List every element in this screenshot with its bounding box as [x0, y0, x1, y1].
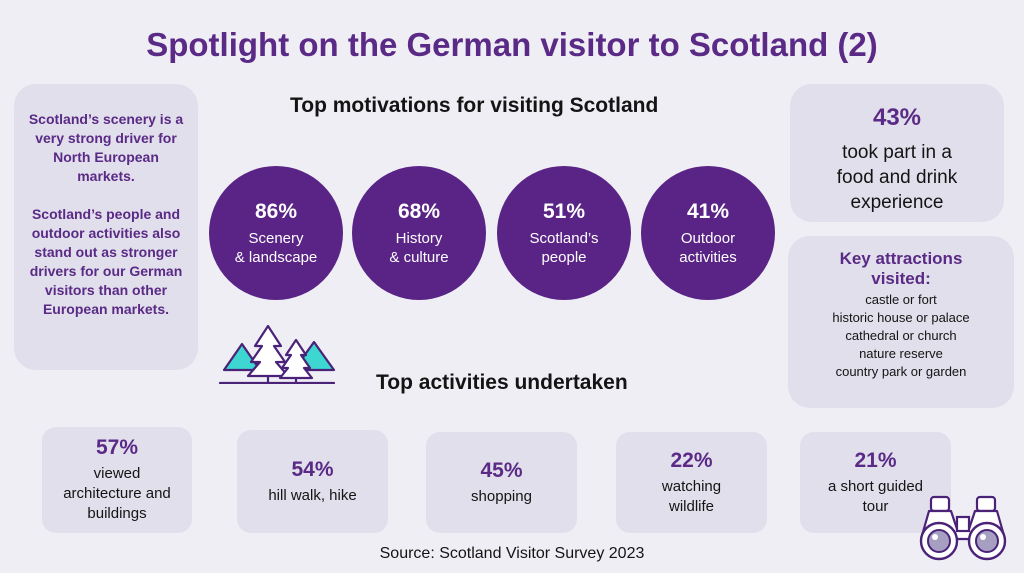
- activities-heading: Top activities undertaken: [376, 371, 628, 394]
- activity-card-shopping: 45% shopping: [426, 432, 577, 533]
- insight-paragraph-2: Scotland’s people and outdoor activities…: [29, 206, 183, 317]
- motivation-pct: 86%: [254, 199, 298, 223]
- key-attractions-card: Key attractions visited: castle or fort …: [788, 236, 1014, 408]
- insight-paragraph-1: Scotland’s scenery is a very strong driv…: [28, 111, 184, 184]
- key-attractions-heading: Key attractions visited:: [839, 249, 963, 288]
- activity-pct: 57%: [95, 436, 139, 459]
- attractions-list: castle or fort historic house or palace …: [788, 291, 1014, 381]
- motivation-pct: 68%: [397, 199, 441, 223]
- activity-card-hiking: 54% hill walk, hike: [237, 430, 388, 533]
- activity-pct: 54%: [291, 457, 334, 481]
- activity-label: a short guided tour: [827, 477, 924, 515]
- motivation-label: Scenery & landscape: [234, 229, 318, 266]
- motivation-label: Scotland’s people: [529, 229, 599, 266]
- activity-pct: 45%: [480, 458, 523, 482]
- motivation-pct: 41%: [686, 199, 730, 223]
- source-note: Source: Scotland Visitor Survey 2023: [379, 545, 645, 562]
- activity-label: shopping: [471, 487, 532, 505]
- activity-label: viewed architecture and buildings: [63, 465, 171, 522]
- trees-mountains-icon: [218, 324, 336, 384]
- motivation-circle-outdoor: 41% Outdoor activities: [641, 166, 775, 300]
- activity-pct: 22%: [670, 448, 713, 472]
- attraction-item: historic house or palace: [832, 310, 970, 325]
- motivation-circle-scenery: 86% Scenery & landscape: [209, 166, 343, 300]
- food-drink-card: 43% took part in a food and drink experi…: [790, 84, 1004, 222]
- activity-label: hill walk, hike: [268, 486, 357, 504]
- page-title: Spotlight on the German visitor to Scotl…: [146, 26, 878, 63]
- activity-pct: 21%: [854, 448, 897, 472]
- attraction-item: nature reserve: [859, 346, 943, 361]
- attraction-item: cathedral or church: [845, 328, 957, 343]
- binoculars-icon: [919, 495, 1007, 561]
- attraction-item: country park or garden: [835, 364, 967, 379]
- activity-card-wildlife: 22% watching wildlife: [616, 432, 767, 533]
- activity-label: watching wildlife: [661, 477, 722, 515]
- motivation-label: Outdoor activities: [679, 229, 737, 266]
- activity-card-guided-tour: 21% a short guided tour: [800, 432, 951, 533]
- insight-card: Scotland’s scenery is a very strong driv…: [14, 84, 198, 370]
- motivations-heading: Top motivations for visiting Scotland: [290, 94, 659, 117]
- motivation-pct: 51%: [542, 199, 586, 223]
- activity-card-architecture: 57% viewed architecture and buildings: [42, 427, 192, 533]
- motivation-circle-people: 51% Scotland’s people: [497, 166, 631, 300]
- attraction-item: castle or fort: [865, 292, 937, 307]
- food-drink-text: took part in a food and drink experience: [836, 142, 958, 213]
- food-drink-pct: 43%: [872, 104, 922, 131]
- motivation-label: History & culture: [389, 229, 449, 266]
- motivation-circle-history: 68% History & culture: [352, 166, 486, 300]
